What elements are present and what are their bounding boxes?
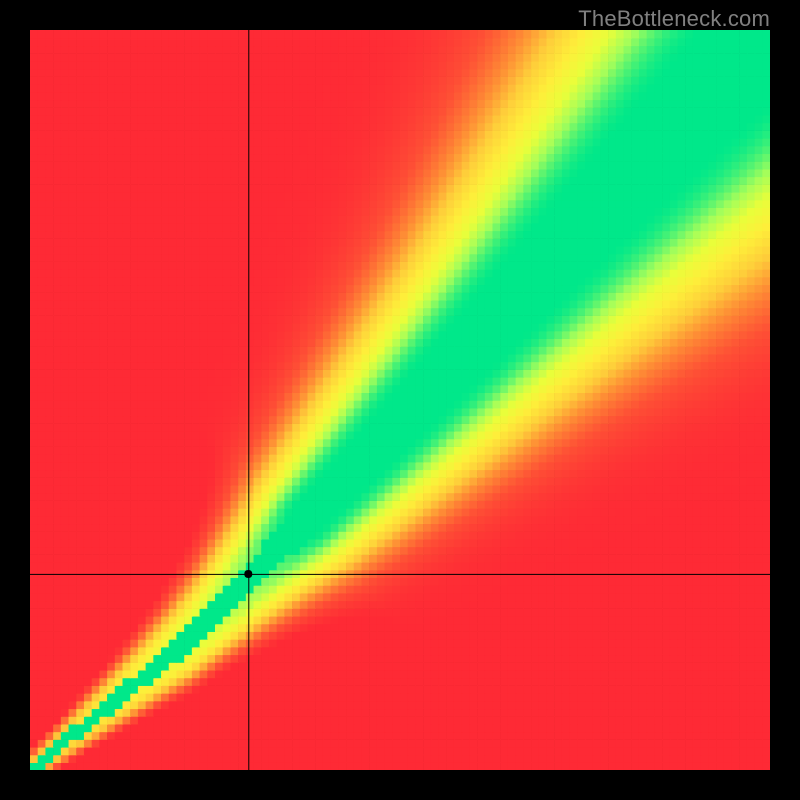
watermark-text: TheBottleneck.com (578, 6, 770, 32)
plot-area (30, 30, 770, 770)
heatmap-canvas (30, 30, 770, 770)
chart-frame: TheBottleneck.com (0, 0, 800, 800)
